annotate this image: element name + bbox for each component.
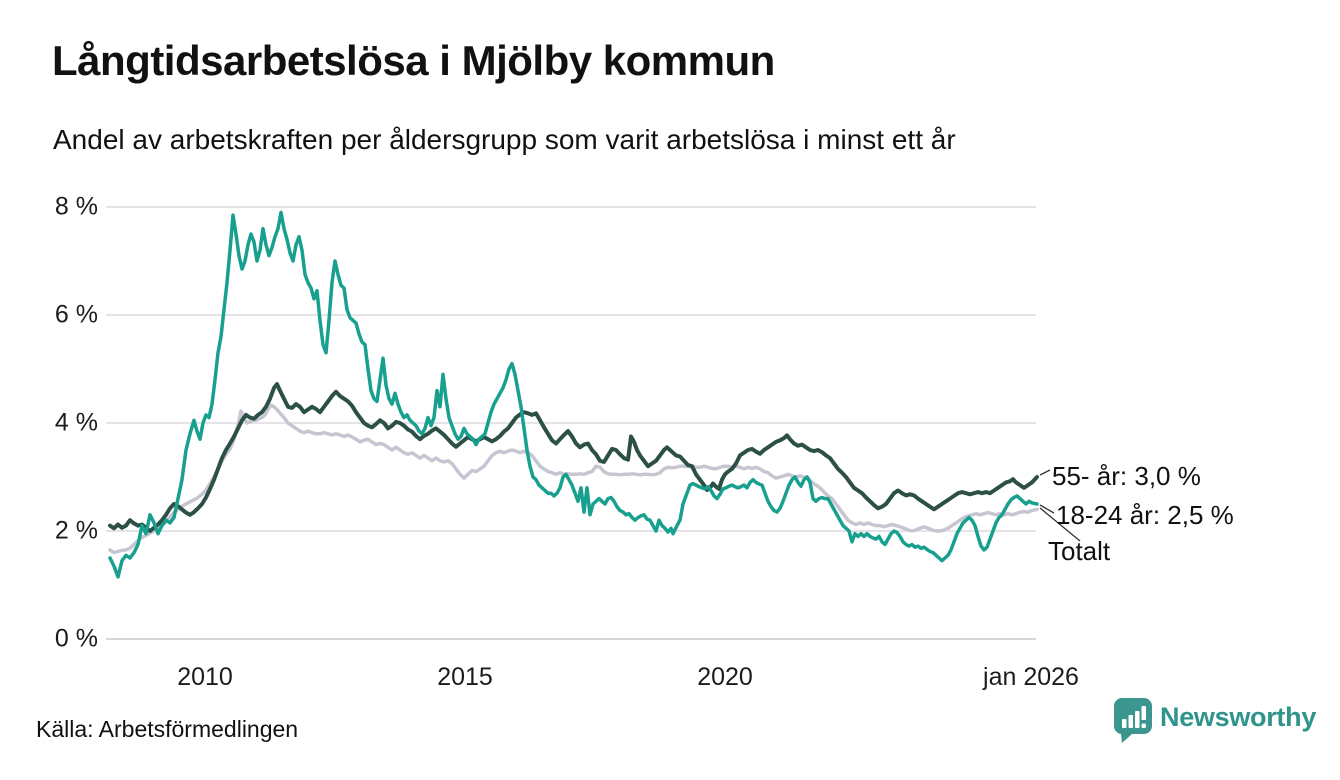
y-tick-label: 0 % [54,624,98,653]
x-tick-label: 2010 [177,663,233,691]
series-line-55-r [108,382,1039,533]
y-tick-label: 4 % [54,408,98,437]
page-title: Långtidsarbetslösa i Mjölby kommun [52,37,775,84]
annotation-leader-line [1039,504,1055,514]
source-credit: Källa: Arbetsförmedlingen [36,716,299,742]
y-tick-label: 6 % [54,300,98,329]
x-tick-label: 2020 [697,663,753,691]
y-tick-label: 8 % [54,192,98,221]
series-label-55: 55- år: 3,0 % [1052,461,1201,491]
series-label-totalt: Totalt [1048,536,1111,566]
x-tick-label: jan 2026 [983,663,1079,691]
y-tick-label: 2 % [54,516,98,545]
newsworthy-logo[interactable]: Newsworthy [1113,697,1316,750]
series-label-18-24: 18-24 år: 2,5 % [1056,500,1234,530]
x-tick-label: 2015 [437,663,493,691]
chart-subtitle: Andel av arbetskraften per åldersgrupp s… [53,124,956,155]
series-line-18-24-r [108,210,1039,579]
newsworthy-speech-bubble-bar-chart-icon [1113,697,1153,750]
annotation-leader-line [1039,469,1051,476]
newsworthy-wordmark: Newsworthy [1160,702,1317,732]
annotation-leader-line [1039,507,1081,542]
